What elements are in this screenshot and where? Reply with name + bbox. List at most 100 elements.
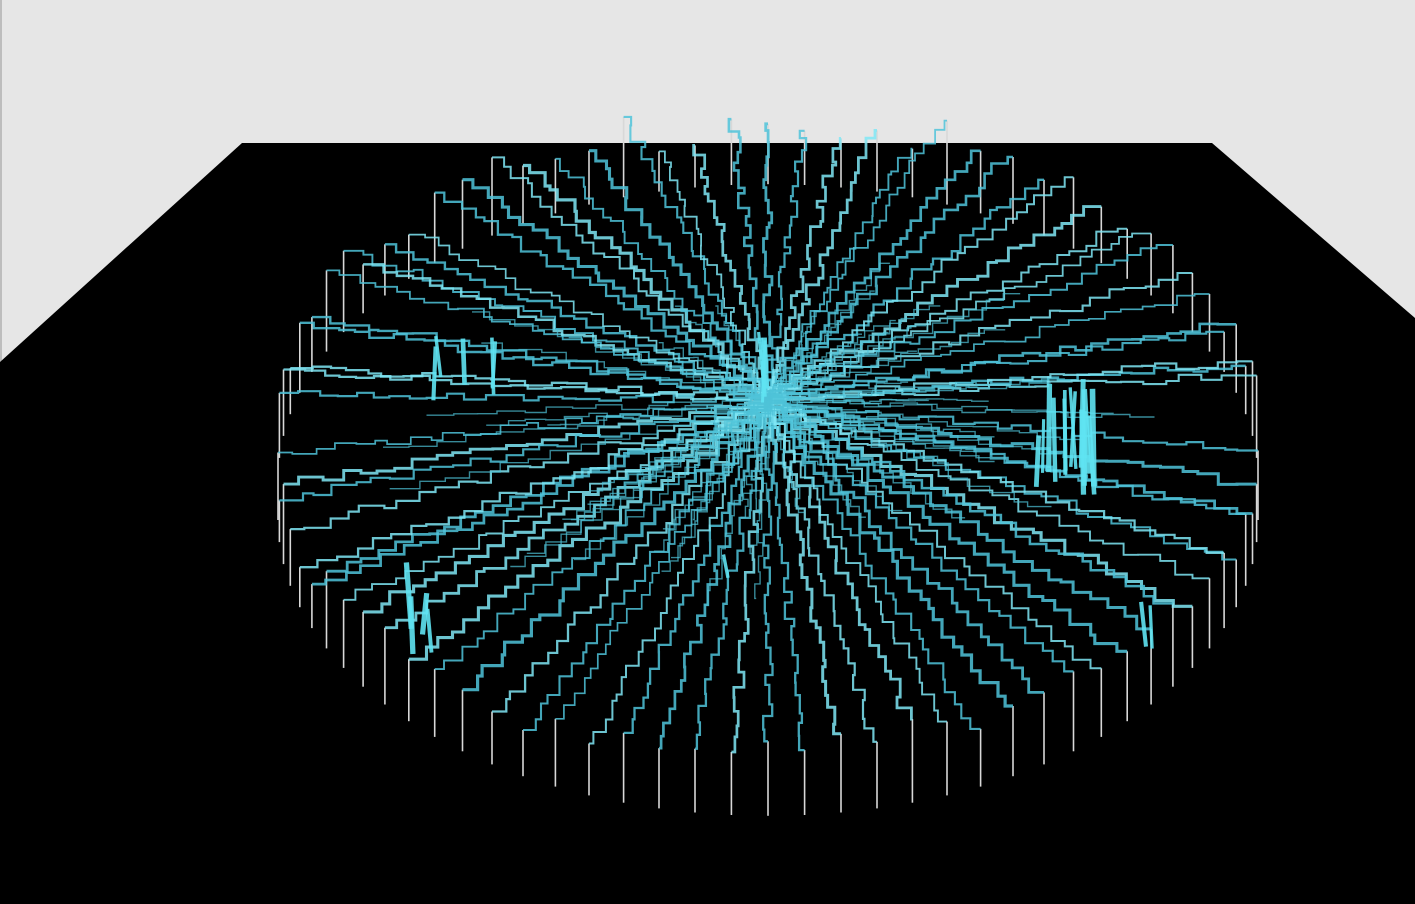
cyan-bar xyxy=(1068,387,1078,470)
inner-trace xyxy=(674,305,770,399)
cyan-bar xyxy=(425,608,434,653)
radial-trace xyxy=(762,396,805,752)
radial-trace xyxy=(283,402,773,486)
radial-trace xyxy=(363,263,770,402)
inner-trace xyxy=(633,402,772,491)
radial-trace xyxy=(762,399,1173,605)
inner-trace xyxy=(767,378,1065,403)
inner-trace xyxy=(764,400,995,438)
inner-trace xyxy=(704,402,771,606)
radial-trace xyxy=(767,176,1074,398)
cyan-bars xyxy=(403,331,1154,655)
radial-trace xyxy=(290,365,770,402)
radial-trace xyxy=(772,232,1152,404)
cyan-bar xyxy=(1139,601,1149,647)
radial-trace xyxy=(768,137,842,401)
cyan-bar xyxy=(431,346,438,401)
boundary-posts xyxy=(277,116,1259,816)
radial-trace xyxy=(771,397,1237,561)
inner-trace xyxy=(766,305,941,399)
radial-trace xyxy=(770,398,1013,708)
radial-trace xyxy=(283,368,766,403)
inner-trace xyxy=(766,398,1085,441)
cyan-bar xyxy=(490,341,498,389)
radial-trace xyxy=(766,399,913,721)
inner-trace xyxy=(766,397,1114,414)
radial-trace xyxy=(767,399,1074,673)
cyan-bar xyxy=(460,338,467,385)
radial-trace xyxy=(311,403,767,586)
inner-trace xyxy=(740,402,769,518)
cyan-bar xyxy=(721,554,730,579)
radial-trace xyxy=(764,322,1237,400)
cyan-bar xyxy=(1046,383,1053,473)
inner-trace xyxy=(764,402,966,519)
inner-trace xyxy=(426,400,765,416)
inner-trace xyxy=(771,397,949,464)
inner-trace xyxy=(766,397,995,463)
inner-trace xyxy=(526,399,771,554)
radial-trace xyxy=(767,399,841,736)
cyan-bar xyxy=(757,331,766,393)
radial-trace xyxy=(731,403,771,754)
radial-trace xyxy=(768,398,1128,653)
radial-trace xyxy=(299,399,768,569)
cyan-bar xyxy=(1040,419,1046,473)
inner-trace xyxy=(765,402,903,512)
radial-traces xyxy=(278,115,1258,754)
cyan-bar xyxy=(408,596,416,655)
inner-trace xyxy=(769,311,821,402)
radial-trace xyxy=(343,400,772,601)
inner-trace xyxy=(383,397,770,448)
inner-trace xyxy=(662,400,767,530)
inner-trace xyxy=(769,319,896,398)
cyan-bar xyxy=(1033,435,1042,488)
radial-trace xyxy=(462,178,773,398)
inner-trace xyxy=(768,293,1021,403)
radial-trace xyxy=(659,402,767,750)
inner-trace xyxy=(692,400,769,521)
radial-trace xyxy=(279,400,770,502)
cyan-bar xyxy=(1086,415,1097,495)
inner-trace xyxy=(769,401,866,518)
inner-trace xyxy=(568,336,765,402)
radial-trace xyxy=(771,396,1246,515)
inner-trace xyxy=(754,401,770,600)
inner-trace xyxy=(749,399,768,555)
floor-plane xyxy=(0,143,1415,904)
cyan-bar xyxy=(1051,397,1058,482)
radial-trace xyxy=(763,400,981,730)
radial-trace xyxy=(434,398,770,671)
inner-trace xyxy=(765,350,917,402)
inner-trace xyxy=(771,381,909,401)
radial-trace xyxy=(278,400,772,455)
radial-trace xyxy=(623,398,765,735)
inner-trace xyxy=(389,397,767,490)
inner-trace xyxy=(765,331,889,403)
radial-trace xyxy=(311,315,773,402)
inner-trace xyxy=(587,398,766,505)
cyan-bar xyxy=(1148,605,1154,649)
cyan-bar xyxy=(419,592,430,635)
radial-trace xyxy=(769,402,1210,580)
radial-trace xyxy=(770,396,1102,670)
radial-trace xyxy=(523,163,770,401)
inner-trace xyxy=(658,342,768,402)
radial-trace xyxy=(763,119,947,403)
cyan-bar xyxy=(1062,398,1068,471)
radial-trace xyxy=(770,293,1210,403)
inner-trace xyxy=(767,262,890,400)
cyan-bar xyxy=(761,337,770,389)
inner-trace xyxy=(481,342,772,401)
radial-trace xyxy=(765,401,1258,452)
cyan-bar xyxy=(434,335,443,378)
radial-trace xyxy=(555,157,771,396)
radial-trace xyxy=(408,400,768,661)
radial-trace xyxy=(766,129,877,397)
inner-trace xyxy=(765,397,929,404)
inner-trace xyxy=(661,400,770,572)
radial-trace xyxy=(384,243,766,400)
inner-trace xyxy=(573,401,772,561)
